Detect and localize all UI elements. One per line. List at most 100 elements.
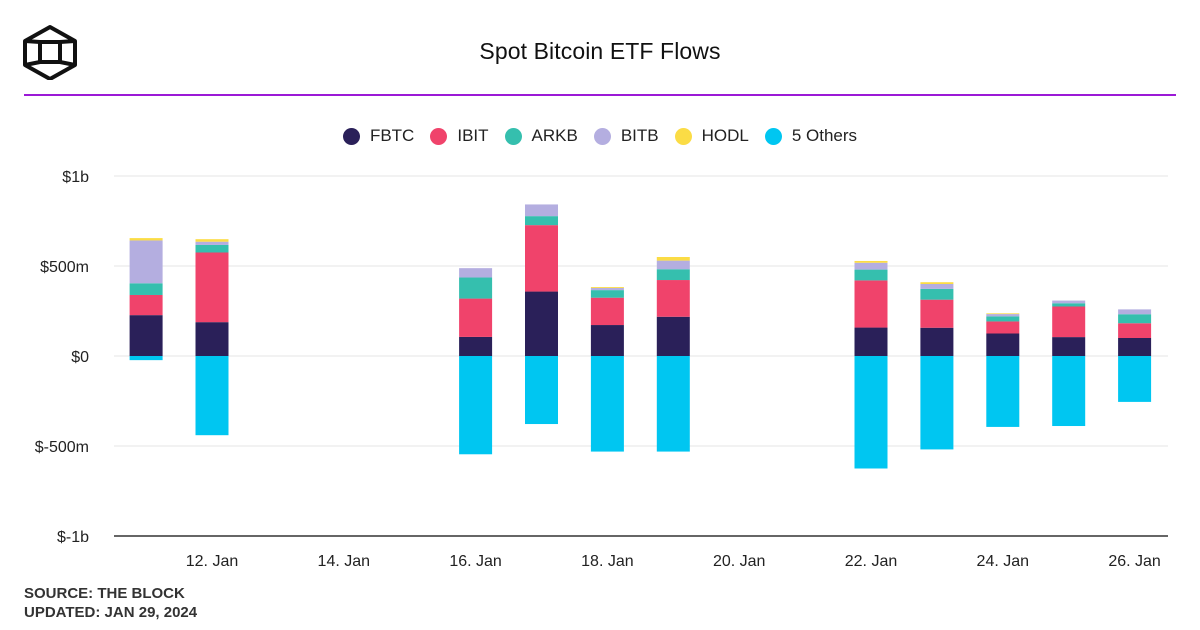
bar-segment-5-others bbox=[1118, 356, 1152, 402]
bar-segment-bitb bbox=[920, 284, 954, 289]
bar-segment-fbtc bbox=[986, 333, 1020, 356]
bar-segment-5-others bbox=[525, 356, 558, 425]
bar-segment-ibit bbox=[986, 321, 1020, 334]
y-tick-label: $500m bbox=[40, 259, 89, 276]
chart-title: Spot Bitcoin ETF Flows bbox=[479, 38, 721, 64]
bar-segment-hodl bbox=[986, 313, 1020, 315]
legend-item-hodl[interactable]: HODL bbox=[674, 126, 749, 146]
bar-segment-arkb bbox=[854, 269, 888, 281]
bar-segment-ibit bbox=[1118, 323, 1152, 338]
updated-note: UPDATED: JAN 29, 2024 bbox=[24, 604, 198, 621]
bar-segment-5-others bbox=[195, 356, 229, 436]
bar-segment-bitb bbox=[986, 314, 1020, 317]
bar-segment-bitb bbox=[1052, 300, 1086, 304]
x-tick-label: 20. Jan bbox=[713, 553, 765, 570]
bar-segment-hodl bbox=[920, 282, 954, 284]
bar-segment-ibit bbox=[1052, 306, 1086, 338]
bar-segment-5-others bbox=[459, 356, 493, 455]
bar-segment-arkb bbox=[656, 269, 690, 281]
bar-segment-5-others bbox=[129, 356, 163, 361]
y-tick-label: $0 bbox=[71, 349, 89, 366]
x-tick-label: 24. Jan bbox=[977, 553, 1029, 570]
bar-segment-5-others bbox=[656, 356, 690, 452]
legend-item-arkb[interactable]: ARKB bbox=[504, 126, 578, 146]
legend-swatch bbox=[342, 127, 360, 145]
the-block-cube-icon bbox=[23, 25, 77, 80]
bar-segment-5-others bbox=[986, 356, 1020, 427]
bar-segment-5-others bbox=[920, 356, 954, 450]
bar-segment-5-others bbox=[590, 356, 624, 452]
y-tick-label: $-500m bbox=[35, 439, 89, 456]
x-tick-label: 18. Jan bbox=[581, 553, 633, 570]
bar-segment-fbtc bbox=[656, 316, 690, 356]
bar-segment-ibit bbox=[459, 298, 493, 337]
bar-segment-arkb bbox=[195, 244, 229, 253]
legend-label: ARKB bbox=[531, 126, 578, 145]
legend-label: IBIT bbox=[457, 126, 489, 145]
bar-segment-arkb bbox=[986, 316, 1020, 322]
bar-segment-arkb bbox=[525, 216, 558, 226]
x-tick-label: 26. Jan bbox=[1108, 553, 1160, 570]
bar-segment-ibit bbox=[656, 280, 690, 317]
bar-segment-hodl bbox=[129, 238, 163, 241]
bar-segment-fbtc bbox=[920, 327, 954, 356]
legend-label: BITB bbox=[620, 126, 659, 145]
legend-item-ibit[interactable]: IBIT bbox=[430, 126, 489, 146]
bar-segment-ibit bbox=[854, 280, 888, 328]
bar-segment-arkb bbox=[1052, 303, 1086, 307]
legend-swatch bbox=[430, 127, 448, 145]
bar-segment-arkb bbox=[459, 277, 493, 299]
bar-segment-arkb bbox=[590, 290, 624, 298]
bar-segment-arkb bbox=[1118, 314, 1152, 324]
legend-swatch bbox=[764, 127, 782, 145]
bar-segment-5-others bbox=[854, 356, 888, 469]
bar-segment-arkb bbox=[920, 288, 954, 300]
chart-legend: FBTC IBIT ARKB BITB HODL 5 Others bbox=[0, 126, 1200, 146]
bar-segment-bitb bbox=[854, 262, 888, 270]
bar-segment-fbtc bbox=[129, 315, 163, 356]
legend-item-5-others[interactable]: 5 Others bbox=[764, 126, 858, 146]
bar-segment-ibit bbox=[590, 297, 624, 326]
bar-segment-fbtc bbox=[590, 325, 624, 356]
bar-segment-fbtc bbox=[854, 327, 888, 356]
x-tick-label: 12. Jan bbox=[186, 553, 238, 570]
bar-segment-fbtc bbox=[195, 322, 229, 356]
bar-segment-hodl bbox=[590, 287, 624, 288]
bar-segment-bitb bbox=[525, 204, 558, 217]
legend-label: 5 Others bbox=[791, 126, 858, 145]
legend-item-fbtc[interactable]: FBTC bbox=[342, 126, 415, 146]
bar-segment-hodl bbox=[195, 239, 229, 242]
bar-segment-bitb bbox=[590, 287, 624, 291]
bar-segment-fbtc bbox=[1118, 338, 1152, 356]
bar-segment-ibit bbox=[920, 299, 954, 328]
bar-segment-hodl bbox=[854, 260, 888, 263]
source-note: SOURCE: THE BLOCK bbox=[24, 585, 185, 602]
y-tick-label: $-1b bbox=[57, 529, 89, 546]
header-divider bbox=[24, 94, 1176, 96]
footer: SOURCE: THE BLOCK UPDATED: JAN 29, 2024 bbox=[24, 584, 197, 622]
bar-segment-fbtc bbox=[525, 291, 558, 356]
bar-segment-bitb bbox=[656, 260, 690, 270]
x-tick-label: 14. Jan bbox=[318, 553, 370, 570]
legend-swatch bbox=[593, 127, 611, 145]
bar-segment-fbtc bbox=[459, 336, 493, 356]
bar-segment-5-others bbox=[1052, 356, 1086, 427]
bar-segment-bitb bbox=[459, 268, 493, 278]
header: Spot Bitcoin ETF Flows bbox=[0, 0, 1200, 96]
bar-segment-bitb bbox=[129, 240, 163, 284]
legend-label: HODL bbox=[701, 126, 749, 145]
legend-item-bitb[interactable]: BITB bbox=[593, 126, 659, 146]
bar-segment-bitb bbox=[195, 241, 229, 245]
bar-segment-fbtc bbox=[1052, 337, 1086, 356]
bar-segment-arkb bbox=[129, 283, 163, 295]
legend-swatch bbox=[674, 127, 692, 145]
x-tick-label: 22. Jan bbox=[845, 553, 897, 570]
bar-segment-ibit bbox=[195, 252, 229, 323]
x-tick-label: 16. Jan bbox=[449, 553, 501, 570]
y-tick-label: $1b bbox=[62, 169, 89, 186]
bar-segment-bitb bbox=[1118, 309, 1152, 315]
legend-swatch bbox=[504, 127, 522, 145]
legend-label: FBTC bbox=[369, 126, 415, 145]
bar-segment-ibit bbox=[129, 294, 163, 316]
